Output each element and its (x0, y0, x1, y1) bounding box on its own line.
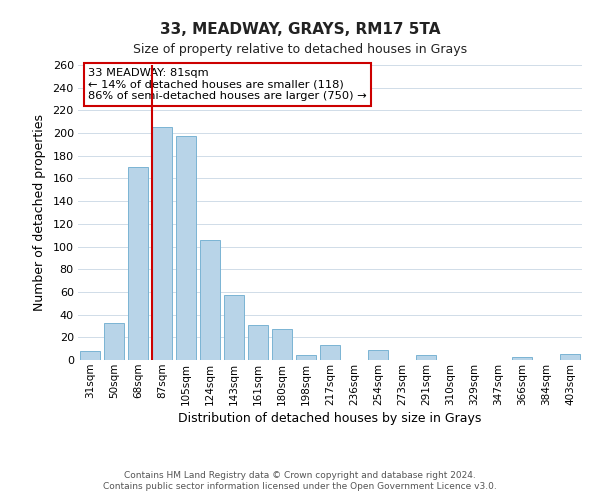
Bar (512, 356, 532, 360)
Bar (560, 354, 580, 360)
Bar (152, 128, 172, 360)
Bar (128, 167, 148, 360)
Bar (320, 345, 340, 360)
Bar (200, 240, 220, 360)
Text: 33 MEADWAY: 81sqm
← 14% of detached houses are smaller (118)
86% of semi-detache: 33 MEADWAY: 81sqm ← 14% of detached hous… (88, 68, 367, 101)
Bar (224, 296, 244, 360)
Bar (80, 351, 100, 360)
Y-axis label: Number of detached properties: Number of detached properties (32, 114, 46, 311)
Bar (248, 325, 268, 360)
Text: Contains public sector information licensed under the Open Government Licence v3: Contains public sector information licen… (103, 482, 497, 491)
Text: 33, MEADWAY, GRAYS, RM17 5TA: 33, MEADWAY, GRAYS, RM17 5TA (160, 22, 440, 38)
Bar (176, 136, 196, 360)
Text: Size of property relative to detached houses in Grays: Size of property relative to detached ho… (133, 42, 467, 56)
Text: Contains HM Land Registry data © Crown copyright and database right 2024.: Contains HM Land Registry data © Crown c… (124, 470, 476, 480)
Bar (104, 322, 124, 360)
Bar (272, 330, 292, 360)
Bar (416, 356, 436, 360)
X-axis label: Distribution of detached houses by size in Grays: Distribution of detached houses by size … (178, 412, 482, 425)
Bar (296, 356, 316, 360)
Bar (368, 350, 388, 360)
